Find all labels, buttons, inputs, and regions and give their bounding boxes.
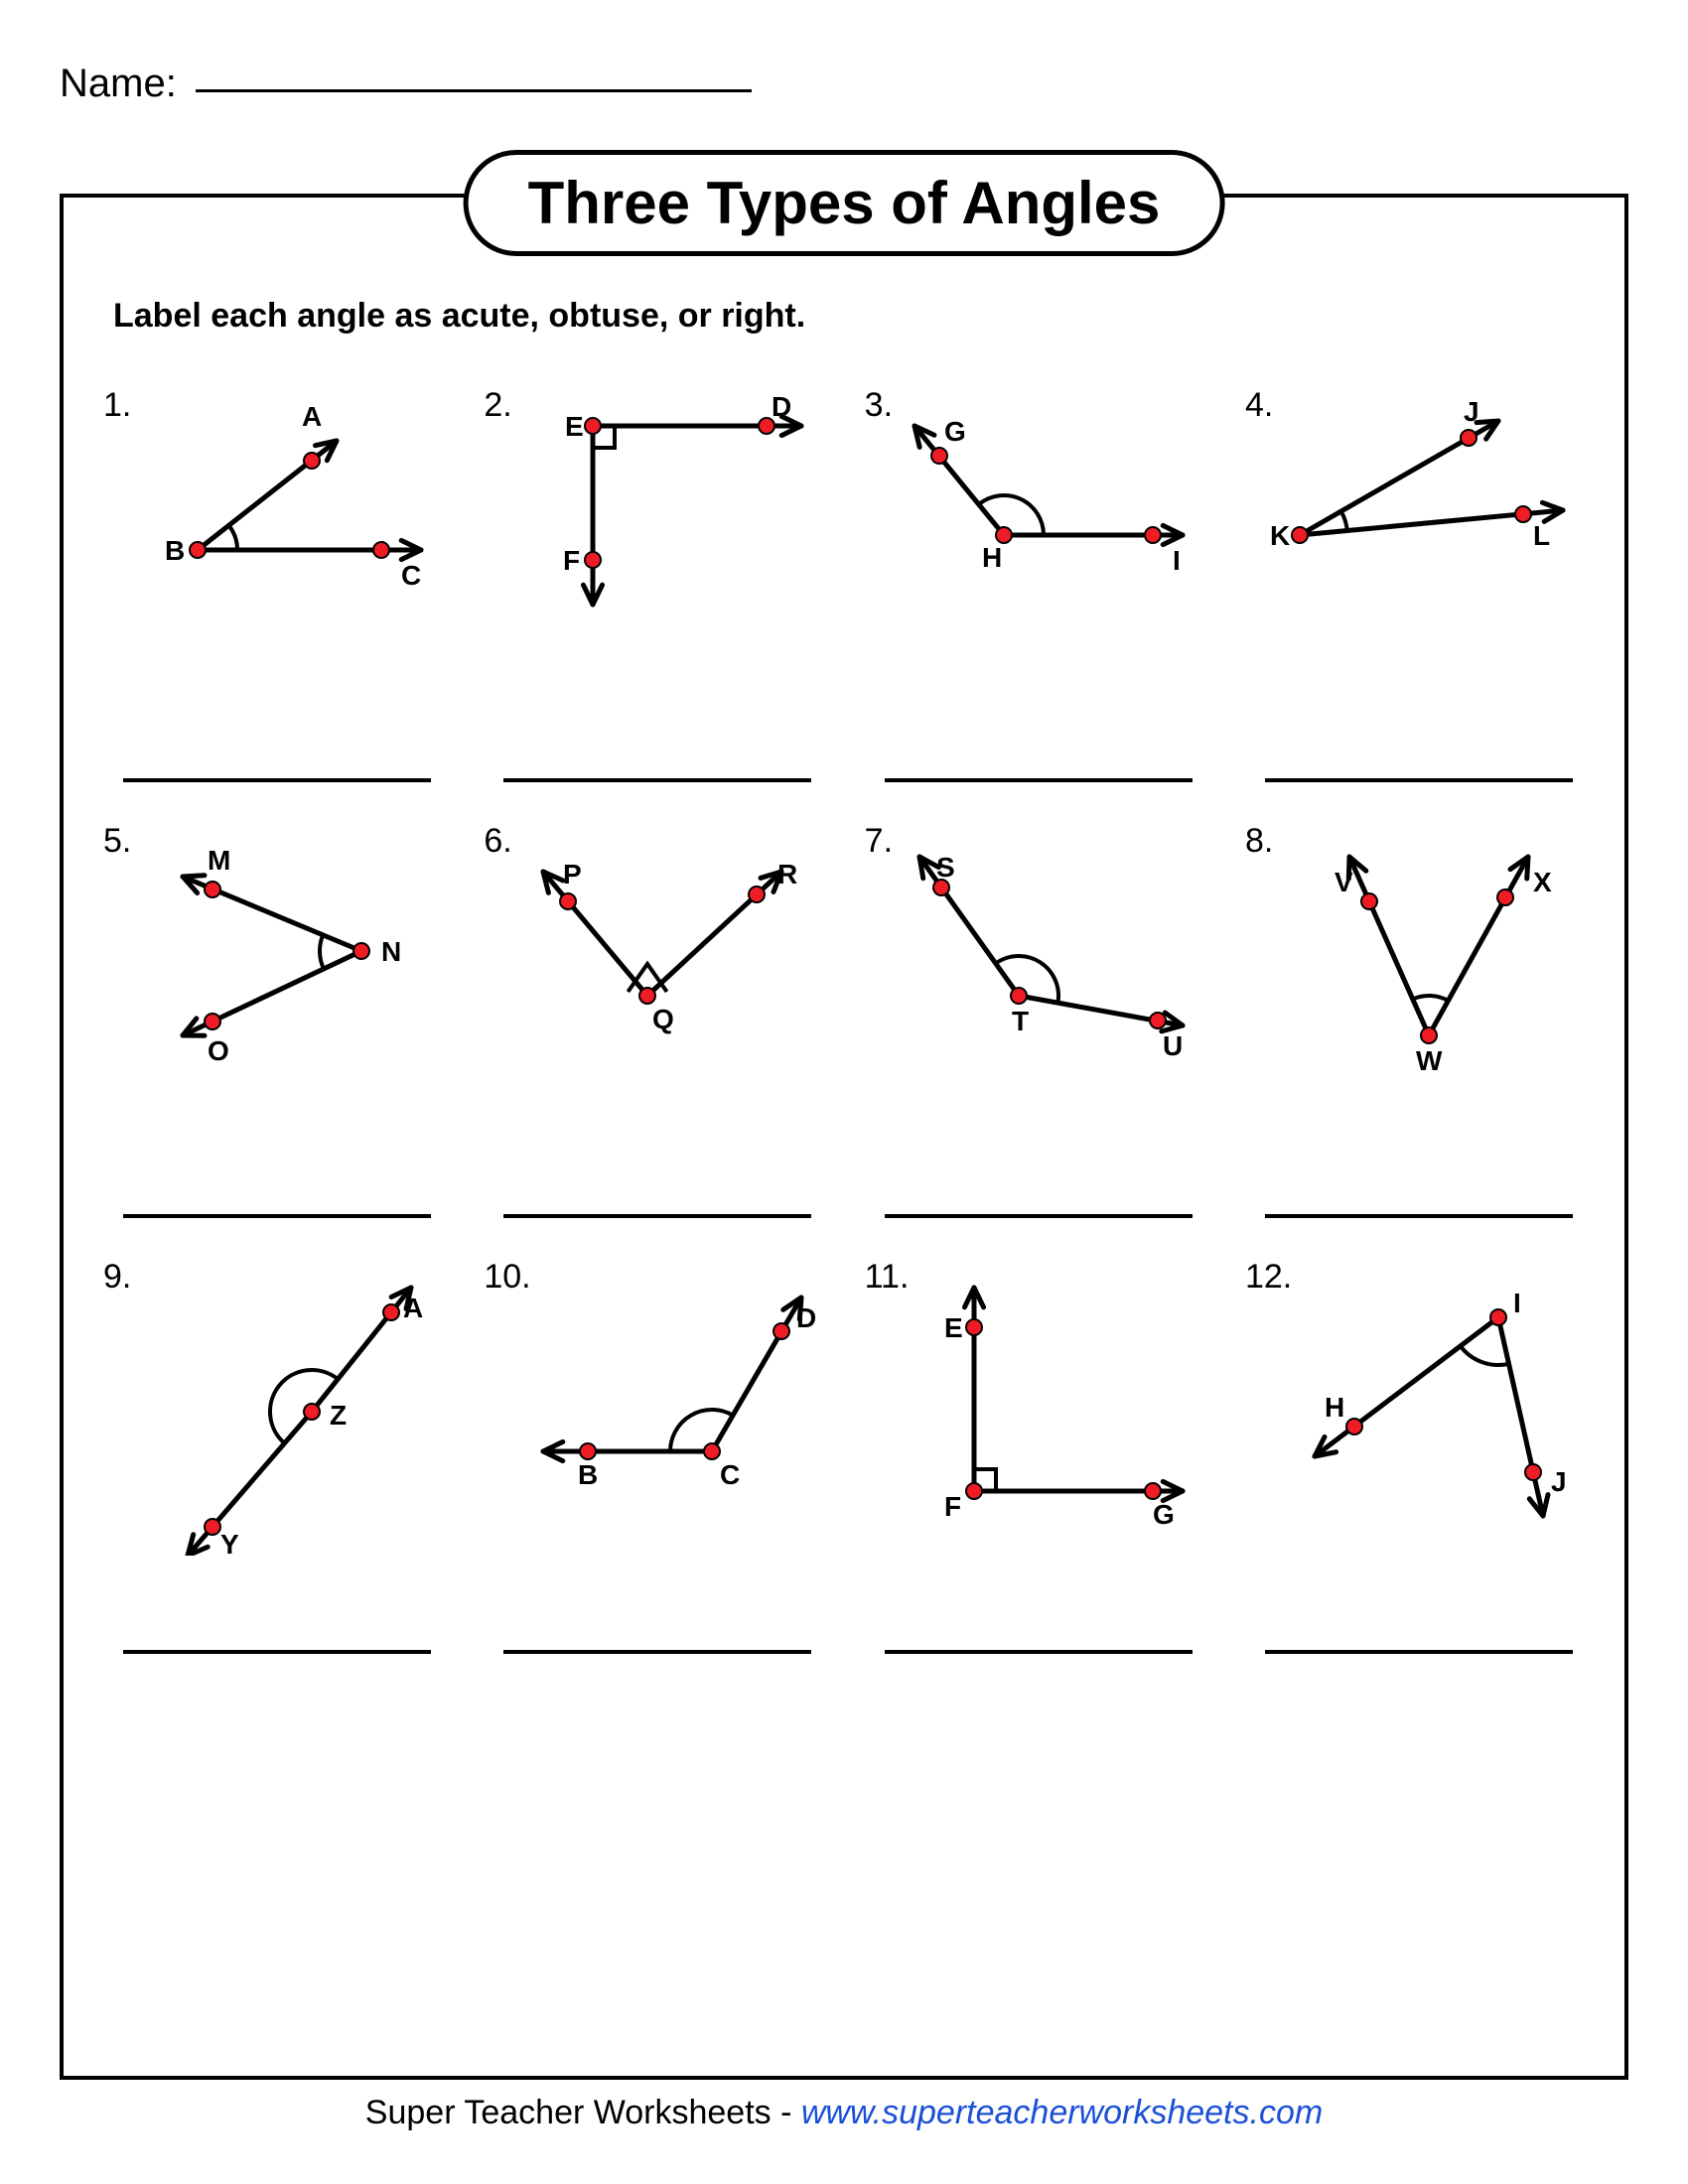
svg-text:F: F (563, 545, 580, 576)
question-number: 6. (484, 822, 511, 861)
answer-blank[interactable] (123, 1214, 431, 1218)
svg-text:C: C (401, 560, 421, 591)
question-number: 3. (865, 386, 893, 425)
problem-row: 5. N M O 6. Q P R 7. T S U 8. W V X (103, 822, 1593, 1218)
name-input-line[interactable] (196, 89, 752, 92)
svg-text:I: I (1173, 545, 1181, 576)
svg-text:S: S (936, 852, 955, 883)
problem-cell: 2. E D F (484, 386, 831, 782)
question-number: 10. (484, 1258, 530, 1297)
angle-diagram: C B D (484, 1258, 831, 1556)
angle-diagram: W V X (1245, 822, 1593, 1120)
svg-text:B: B (165, 535, 185, 566)
svg-text:D: D (772, 391, 791, 422)
problem-cell: 9. Z A Y (103, 1258, 451, 1654)
svg-text:I: I (1513, 1288, 1521, 1318)
angle-diagram: T S U (865, 822, 1212, 1120)
svg-text:T: T (1012, 1006, 1029, 1036)
svg-text:H: H (982, 542, 1002, 573)
svg-text:M: M (208, 845, 230, 876)
problem-cell: 6. Q P R (484, 822, 831, 1218)
svg-text:J: J (1464, 396, 1479, 427)
svg-text:K: K (1270, 520, 1290, 551)
svg-text:G: G (1153, 1499, 1175, 1530)
answer-blank[interactable] (503, 778, 811, 782)
svg-text:U: U (1163, 1030, 1183, 1061)
name-label: Name: (60, 62, 177, 105)
problem-grid: 1. B A C 2. E D F 3. H G I 4. K J L 5. N M O 6. Q P R 7. T S U 8. W V X… (103, 386, 1593, 1694)
worksheet-frame: Three Types of Angles Label each angle a… (60, 194, 1628, 2080)
svg-text:V: V (1335, 867, 1353, 897)
svg-text:F: F (944, 1491, 961, 1522)
answer-blank[interactable] (1265, 1214, 1573, 1218)
svg-text:Z: Z (330, 1400, 347, 1431)
answer-blank[interactable] (503, 1214, 811, 1218)
instructions-text: Label each angle as acute, obtuse, or ri… (113, 297, 805, 336)
question-number: 5. (103, 822, 131, 861)
svg-text:L: L (1533, 520, 1550, 551)
answer-blank[interactable] (1265, 1650, 1573, 1654)
angle-diagram: H G I (865, 386, 1212, 684)
problem-cell: 7. T S U (865, 822, 1212, 1218)
footer-brand: Super Teacher Worksheets - (365, 2094, 801, 2131)
question-number: 7. (865, 822, 893, 861)
question-number: 8. (1245, 822, 1273, 861)
question-number: 4. (1245, 386, 1273, 425)
svg-text:R: R (777, 859, 797, 889)
footer: Super Teacher Worksheets - www.superteac… (0, 2094, 1688, 2132)
svg-text:H: H (1325, 1392, 1344, 1423)
svg-text:W: W (1416, 1045, 1443, 1076)
question-number: 11. (865, 1258, 910, 1297)
answer-blank[interactable] (885, 778, 1193, 782)
answer-blank[interactable] (123, 1650, 431, 1654)
svg-text:O: O (208, 1035, 229, 1066)
svg-text:X: X (1533, 867, 1552, 897)
problem-cell: 10. C B D (484, 1258, 831, 1654)
answer-blank[interactable] (1265, 778, 1573, 782)
svg-text:J: J (1551, 1466, 1567, 1497)
svg-text:Y: Y (220, 1529, 239, 1556)
problem-cell: 3. H G I (865, 386, 1212, 782)
question-number: 9. (103, 1258, 131, 1297)
answer-blank[interactable] (885, 1214, 1193, 1218)
question-number: 12. (1245, 1258, 1292, 1297)
footer-url: www.superteacherworksheets.com (801, 2094, 1323, 2131)
angle-diagram: I H J (1245, 1258, 1593, 1556)
problem-cell: 1. B A C (103, 386, 451, 782)
page-title: Three Types of Angles (464, 150, 1225, 256)
svg-text:C: C (720, 1459, 740, 1490)
svg-text:G: G (944, 416, 966, 447)
svg-text:A: A (403, 1293, 423, 1323)
angle-diagram: F E G (865, 1258, 1212, 1556)
angle-diagram: K J L (1245, 386, 1593, 684)
svg-text:E: E (944, 1312, 963, 1343)
svg-text:B: B (578, 1459, 598, 1490)
svg-text:Q: Q (652, 1004, 674, 1034)
problem-cell: 8. W V X (1245, 822, 1593, 1218)
problem-cell: 5. N M O (103, 822, 451, 1218)
svg-text:A: A (302, 401, 322, 432)
problem-cell: 4. K J L (1245, 386, 1593, 782)
question-number: 1. (103, 386, 131, 425)
problem-cell: 11. F E G (865, 1258, 1212, 1654)
angle-diagram: N M O (103, 822, 451, 1120)
answer-blank[interactable] (885, 1650, 1193, 1654)
problem-cell: 12. I H J (1245, 1258, 1593, 1654)
problem-row: 1. B A C 2. E D F 3. H G I 4. K J L (103, 386, 1593, 782)
svg-text:P: P (563, 859, 582, 889)
angle-diagram: Z A Y (103, 1258, 451, 1556)
answer-blank[interactable] (503, 1650, 811, 1654)
answer-blank[interactable] (123, 778, 431, 782)
problem-row: 9. Z A Y 10. C B D 11. F E G 12. I H J (103, 1258, 1593, 1654)
angle-diagram: E D F (484, 386, 831, 684)
name-field-row: Name: (60, 62, 752, 106)
svg-text:N: N (381, 936, 401, 967)
question-number: 2. (484, 386, 511, 425)
angle-diagram: B A C (103, 386, 451, 684)
angle-diagram: Q P R (484, 822, 831, 1120)
svg-text:E: E (565, 411, 584, 442)
svg-text:D: D (796, 1302, 816, 1333)
